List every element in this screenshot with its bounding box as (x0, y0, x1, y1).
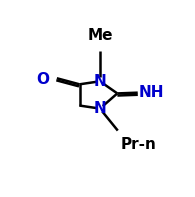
Text: Pr-n: Pr-n (121, 137, 157, 152)
Text: O: O (36, 72, 49, 86)
Text: N: N (94, 74, 106, 89)
Text: Me: Me (87, 28, 113, 43)
Text: N: N (94, 101, 106, 116)
Text: NH: NH (139, 85, 164, 100)
